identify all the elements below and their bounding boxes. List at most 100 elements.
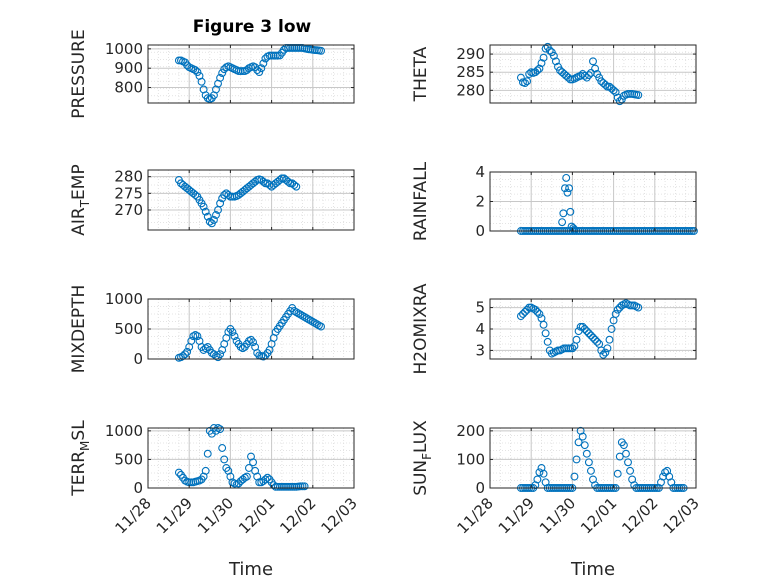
data-point xyxy=(292,308,301,317)
data-point xyxy=(634,91,643,99)
data-point xyxy=(234,479,243,488)
data-point xyxy=(533,66,542,75)
data-point xyxy=(277,174,286,183)
y-tick-label: 4 xyxy=(475,320,485,338)
data-point xyxy=(193,68,202,77)
data-point xyxy=(593,337,602,346)
y-tick-label: 1000 xyxy=(105,40,143,58)
y-axis-label: H2OMIXRA xyxy=(411,283,431,374)
y-tick-label: 200 xyxy=(456,422,485,440)
data-point xyxy=(286,482,295,491)
data-point xyxy=(205,217,214,226)
y-tick-label: 0 xyxy=(133,479,143,497)
data-point xyxy=(531,305,540,314)
data-point xyxy=(201,344,210,353)
data-point xyxy=(523,77,532,86)
data-point xyxy=(244,464,253,472)
data-point xyxy=(582,449,591,458)
axes-box xyxy=(489,427,697,489)
y-axis-label: RAINFALL xyxy=(411,161,431,241)
data-point xyxy=(570,225,579,234)
y-axis-label: SUNFLUX xyxy=(411,420,434,496)
data-point xyxy=(203,449,212,458)
data-point xyxy=(566,344,575,353)
data-point xyxy=(562,173,571,182)
data-point xyxy=(312,320,321,329)
data-point xyxy=(561,184,569,193)
data-point xyxy=(306,316,315,325)
data-point xyxy=(605,335,614,344)
y-tick-label: 280 xyxy=(114,168,143,186)
data-point xyxy=(570,472,579,481)
data-point xyxy=(560,344,569,353)
axes-box xyxy=(147,169,355,231)
data-point xyxy=(535,64,544,73)
data-point xyxy=(626,466,635,475)
data-point xyxy=(576,322,585,331)
data-point xyxy=(572,335,581,344)
data-point xyxy=(572,455,581,464)
data-point xyxy=(539,320,548,329)
data-point xyxy=(613,305,622,314)
data-point xyxy=(290,181,299,189)
data-point xyxy=(568,344,577,353)
data-point xyxy=(661,468,670,477)
data-point xyxy=(238,67,247,76)
data-point xyxy=(539,53,548,62)
axes-box xyxy=(147,427,355,489)
y-tick-label: 2 xyxy=(475,193,485,211)
data-point xyxy=(284,482,293,491)
data-point xyxy=(541,329,550,338)
y-tick-label: 0 xyxy=(133,350,143,368)
data-point xyxy=(269,51,278,60)
data-point xyxy=(228,328,237,336)
data-point xyxy=(516,312,525,321)
data-point xyxy=(317,322,325,331)
data-point xyxy=(603,82,612,91)
data-point xyxy=(300,482,309,491)
data-point xyxy=(275,176,284,184)
data-point xyxy=(589,333,597,342)
y-tick-label: 900 xyxy=(114,59,143,77)
data-point xyxy=(261,475,270,484)
data-point xyxy=(259,177,268,186)
data-point xyxy=(586,331,595,340)
subplot-mixdepth: 0 500 1000 MIXDEPTH xyxy=(69,285,355,373)
data-point xyxy=(261,179,270,188)
data-point xyxy=(294,309,303,318)
data-point xyxy=(659,472,667,481)
data-point xyxy=(586,466,595,475)
data-point xyxy=(282,482,290,491)
y-tick-label: 285 xyxy=(456,63,485,81)
data-point xyxy=(255,68,264,77)
data-point xyxy=(218,444,227,452)
data-point xyxy=(249,338,258,347)
data-point xyxy=(624,458,632,467)
data-point xyxy=(209,216,218,224)
y-tick-label: 290 xyxy=(456,45,485,63)
data-point xyxy=(298,311,307,320)
data-point xyxy=(265,51,274,60)
y-axis-label: AIRTEMP xyxy=(69,164,92,235)
y-tick-label: 1000 xyxy=(105,422,143,440)
data-point xyxy=(263,473,272,482)
data-point xyxy=(284,177,293,186)
data-point xyxy=(191,331,200,339)
data-point xyxy=(533,307,542,316)
y-tick-label: 4 xyxy=(475,163,485,181)
subplot-rainfall: 0 2 4 RAINFALL xyxy=(411,161,698,241)
data-point xyxy=(259,59,268,68)
data-point xyxy=(578,432,587,441)
data-point xyxy=(216,425,225,434)
data-point xyxy=(603,344,612,353)
y-tick-label: 0 xyxy=(475,479,485,497)
data-point xyxy=(216,199,225,208)
data-point xyxy=(545,46,554,55)
data-point xyxy=(183,347,192,356)
data-point xyxy=(615,452,624,461)
x-axis-label: Time xyxy=(228,559,273,580)
data-point xyxy=(220,455,229,464)
data-point xyxy=(624,89,632,98)
